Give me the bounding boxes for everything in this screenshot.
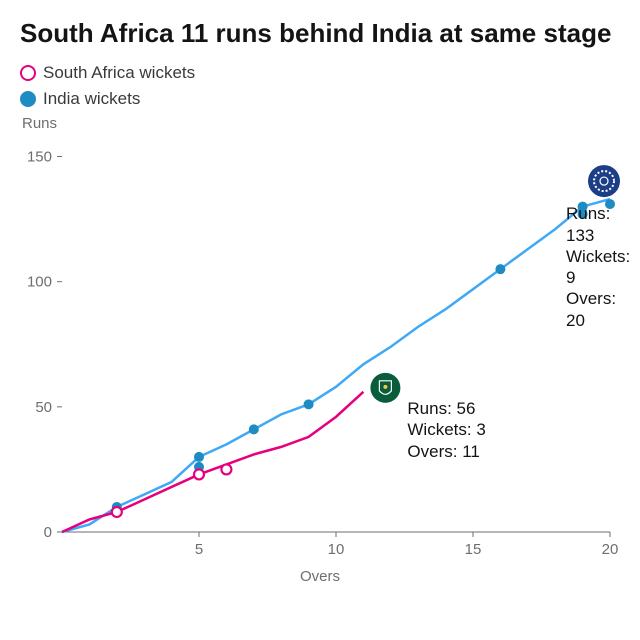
sa-badge-icon (370, 373, 400, 403)
legend-sa-label: South Africa wickets (43, 63, 195, 83)
sa-wicket-marker (194, 470, 204, 480)
legend: South Africa wickets India wickets (20, 63, 620, 109)
sa-wickets-value: 3 (476, 420, 485, 439)
svg-text:15: 15 (465, 541, 482, 558)
india-wicket-marker (249, 425, 259, 435)
legend-india: India wickets (20, 89, 620, 109)
sa-wickets-label: Wickets: (407, 420, 471, 439)
svg-text:150: 150 (27, 149, 52, 166)
svg-text:5: 5 (195, 541, 203, 558)
svg-text:50: 50 (35, 399, 52, 416)
sa-runs-value: 56 (457, 399, 476, 418)
india-wickets-label: Wickets: (566, 247, 630, 266)
india-wicket-marker (194, 452, 204, 462)
india-wicket-marker (495, 264, 505, 274)
india-runs-label: Runs: (566, 204, 610, 223)
india-wickets-value: 9 (566, 268, 575, 287)
circle-open-icon (20, 65, 36, 81)
sa-overs-value: 11 (462, 442, 480, 461)
svg-text:0: 0 (44, 524, 52, 541)
sa-runs-label: Runs: (407, 399, 451, 418)
svg-text:20: 20 (602, 541, 619, 558)
sa-wicket-marker (221, 465, 231, 475)
legend-sa: South Africa wickets (20, 63, 620, 83)
worm-chart-svg: 0 50 100 150 5 10 15 20 (20, 134, 620, 564)
chart-area: 0 50 100 150 5 10 15 20 Runs: 133 Wickets: 9 Ov… (20, 134, 620, 564)
circle-filled-icon (20, 91, 36, 107)
chart-title: South Africa 11 runs behind India at sam… (20, 18, 620, 49)
y-axis-title: Runs (22, 115, 620, 132)
legend-india-label: India wickets (43, 89, 140, 109)
india-badge-icon (588, 165, 620, 197)
india-info-box: Runs: 133 Wickets: 9 Overs: 20 (566, 203, 630, 331)
india-wicket-marker (304, 400, 314, 410)
india-overs-value: 20 (566, 311, 585, 330)
sa-wicket-marker (112, 507, 122, 517)
svg-text:100: 100 (27, 274, 52, 291)
india-line (62, 199, 610, 532)
sa-overs-label: Overs: (407, 442, 457, 461)
india-overs-label: Overs: (566, 289, 616, 308)
sa-line (62, 392, 363, 532)
india-runs-value: 133 (566, 226, 594, 245)
x-axis-title: Overs (20, 568, 620, 585)
svg-text:10: 10 (328, 541, 345, 558)
sa-info-box: Runs: 56 Wickets: 3 Overs: 11 (407, 398, 485, 462)
